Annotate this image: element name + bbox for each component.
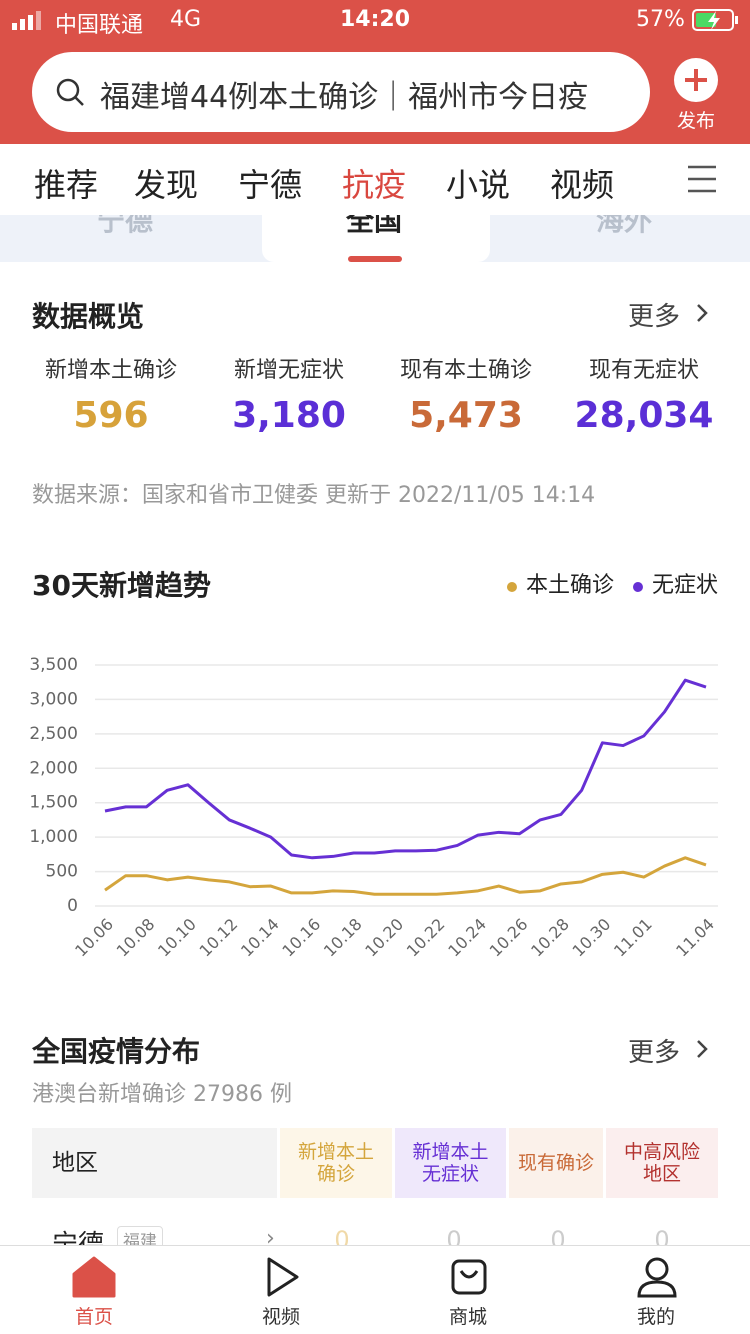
section-title: 全国疫情分布: [32, 1035, 201, 1068]
x-tick-label: 11.01: [610, 915, 656, 961]
trend-chart: 30天新增趋势 0 500 1,000 1,500 2,000 2,500 3,000 3,5…: [29, 569, 718, 961]
chart-title: 30天新增趋势: [32, 569, 211, 602]
nav-icon-me[interactable]: [636, 1256, 678, 1298]
sub-tab-active-bg: [262, 215, 490, 262]
source-note: 数据来源：国家和省市卫健委 更新于 2022/11/05 14:14: [32, 483, 596, 508]
y-tick-label: 1,000: [29, 827, 78, 847]
y-tick-label: 500: [46, 862, 78, 882]
stat-value: 28,034: [574, 395, 714, 436]
x-tick-label: 10.06: [71, 915, 117, 961]
sub-tab[interactable]: 宁德: [96, 215, 154, 237]
signal-icon: [12, 11, 41, 30]
series-line: [104, 856, 707, 896]
stat-label: 现有无症状: [588, 358, 700, 383]
y-tick-label: 3,000: [29, 689, 78, 709]
nav-icon-video[interactable]: [262, 1256, 302, 1298]
network: 4G: [170, 7, 202, 32]
x-tick-label: 10.20: [361, 915, 407, 961]
tab[interactable]: 小说: [445, 166, 511, 204]
x-tick-label: 10.16: [278, 915, 324, 961]
x-tick-label: 10.24: [444, 915, 490, 961]
x-tick-label: 10.14: [237, 915, 283, 961]
search-query: 福建增44例本土确诊｜福州市今日疫: [100, 80, 589, 115]
nav-icon-mall[interactable]: [449, 1257, 489, 1297]
y-tick-label: 1,500: [29, 793, 78, 813]
more-link[interactable]: 更多: [628, 1038, 681, 1068]
x-tick-label: 10.12: [196, 915, 242, 961]
x-tick-label: 11.04: [672, 915, 718, 961]
x-tick-label: 10.28: [527, 915, 573, 961]
battery-text: 57%: [636, 7, 685, 32]
y-tick-label: 2,000: [29, 758, 78, 778]
search-icon: [56, 78, 84, 106]
stat-value: 3,180: [232, 395, 346, 436]
legend-label: 本土确诊: [526, 573, 614, 598]
series-line: [104, 678, 707, 860]
stat-value: 5,473: [409, 395, 523, 436]
table-header: 地区: [32, 1128, 277, 1198]
tab-active[interactable]: 抗疫: [341, 166, 407, 204]
section-title: 数据概览: [32, 300, 145, 333]
row-chevron: ›: [266, 1226, 275, 1251]
time: 14:20: [339, 7, 411, 32]
stat-value: 596: [73, 395, 149, 436]
table-header: 新增本土无症状: [395, 1128, 506, 1198]
publish-icon[interactable]: [673, 57, 719, 103]
y-tick-label: 2,500: [29, 724, 78, 744]
publish-label[interactable]: 发布: [676, 110, 716, 132]
chevron: [697, 1040, 708, 1058]
tab[interactable]: 推荐: [33, 166, 99, 204]
table-header: 新增本土确诊: [280, 1128, 392, 1198]
stat-label: 新增无症状: [233, 358, 345, 383]
x-tick-label: 10.22: [403, 915, 449, 961]
x-tick-label: 10.26: [486, 915, 532, 961]
sub-tabs: 宁德 全国 海外: [0, 215, 750, 262]
x-tick-label: 10.18: [320, 915, 366, 961]
legend-label: 无症状: [652, 573, 718, 598]
x-tick-label: 10.08: [113, 915, 159, 961]
menu-icon[interactable]: [686, 164, 718, 194]
sub-tab-active[interactable]: 全国: [345, 215, 403, 237]
carrier: 中国联通: [55, 13, 144, 38]
table-header: 现有确诊: [509, 1128, 603, 1198]
y-tick-label: 3,500: [29, 655, 78, 675]
stat-label: 现有本土确诊: [399, 358, 533, 383]
tab[interactable]: 发现: [133, 166, 199, 204]
x-tick-label: 10.10: [154, 915, 200, 961]
nav-label[interactable]: 我的: [636, 1306, 676, 1328]
y-tick-label: 0: [67, 896, 78, 916]
tab[interactable]: 宁德: [237, 166, 303, 204]
search-box[interactable]: 福建增44例本土确诊｜福州市今日疫: [32, 52, 650, 132]
subtitle: 港澳台新增确诊 27986 例: [32, 1082, 292, 1107]
sub-tab-indicator: [348, 256, 402, 262]
bottom-nav: [0, 1245, 750, 1334]
chevron: [697, 304, 708, 322]
more-link[interactable]: 更多: [628, 302, 681, 332]
nav-label[interactable]: 视频: [261, 1306, 301, 1328]
tab[interactable]: 视频: [549, 166, 615, 204]
nav-icon-home[interactable]: [72, 1256, 116, 1298]
sub-tab[interactable]: 海外: [595, 215, 653, 237]
nav-label[interactable]: 首页: [74, 1306, 114, 1328]
battery-icon: [692, 9, 738, 31]
stat-label: 新增本土确诊: [44, 358, 178, 383]
x-tick-label: 10.30: [569, 915, 615, 961]
nav-label[interactable]: 商城: [448, 1306, 488, 1328]
table-header: 中高风险地区: [606, 1128, 718, 1198]
legend-dot: [506, 582, 517, 592]
legend-dot: [632, 582, 643, 592]
